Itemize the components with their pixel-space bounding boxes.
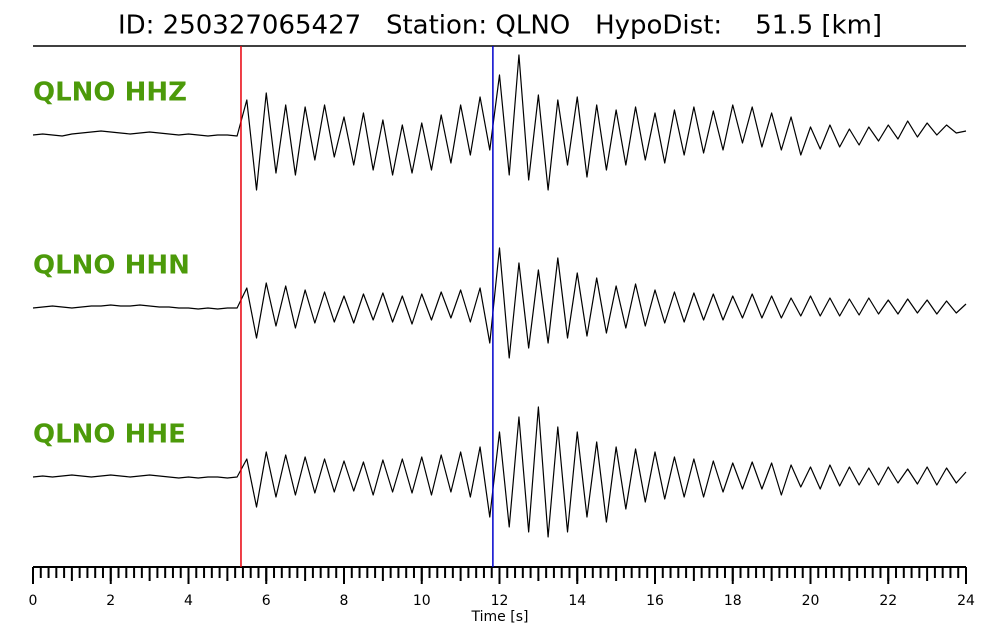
x-tick-label: 2 [106,593,115,609]
trace-label: QLNO HHN [33,251,190,281]
x-tick-label: 8 [340,593,349,609]
x-tick-label: 22 [879,593,897,609]
x-tick-label: 14 [568,593,586,609]
x-axis-label: Time [s] [471,609,529,625]
chart-title: ID: 250327065427 Station: QLNO HypoDist:… [118,11,882,41]
x-tick-label: 24 [957,593,975,609]
x-tick-label: 20 [802,593,820,609]
trace-label: QLNO HHE [33,420,186,450]
waveform [32,54,967,191]
waveform [32,406,967,538]
waveform [32,247,967,359]
x-tick-label: 18 [724,593,742,609]
x-tick-label: 6 [262,593,271,609]
x-tick-label: 0 [29,593,38,609]
x-tick-label: 12 [491,593,509,609]
trace-label: QLNO HHZ [33,78,187,108]
x-tick-label: 10 [413,593,431,609]
x-tick-label: 16 [646,593,664,609]
x-tick-label: 4 [184,593,193,609]
